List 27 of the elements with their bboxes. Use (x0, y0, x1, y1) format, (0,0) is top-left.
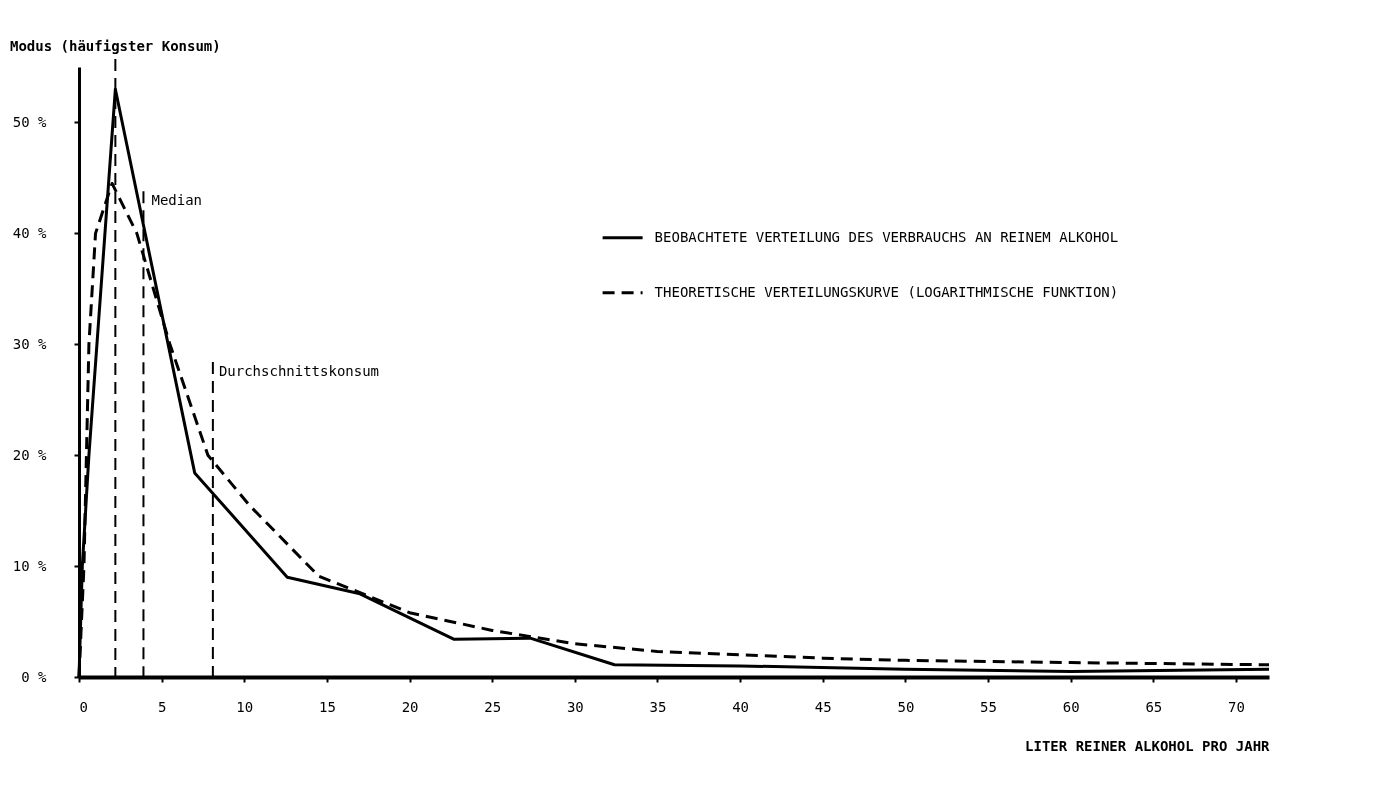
x-tick-label: 55 (980, 698, 997, 715)
x-tick-label: 65 (1145, 698, 1163, 715)
x-tick-label: 50 (897, 698, 915, 715)
x-tick-label: 45 (814, 698, 832, 715)
x-tick-label: 25 (484, 698, 502, 715)
y-tick-label: 20 % (12, 446, 48, 463)
x-axis-title: LITER REINER ALKOHOL PRO JAHR (1025, 737, 1271, 754)
ref-line-label: Median (151, 192, 203, 209)
legend-label: BEOBACHTETE VERTEILUNG DES VERBRAUCHS AN REINEM ALKOHOL (654, 228, 1119, 245)
x-tick-label: 15 (318, 698, 336, 715)
x-tick-label: 5 (157, 698, 167, 715)
x-tick-label: 60 (1062, 698, 1080, 715)
y-tick-label: 50 % (12, 113, 48, 130)
y-tick-label: 10 % (12, 557, 48, 574)
x-tick-label: 0 (79, 698, 88, 715)
x-tick-label: 10 (236, 698, 254, 715)
y-tick-label: 0 % (21, 668, 48, 685)
x-tick-label: 35 (649, 698, 667, 715)
y-tick-label: 40 % (12, 224, 48, 241)
ref-line-label: Durchschnittskonsum (218, 363, 380, 379)
y-tick-label: 30 % (12, 335, 48, 352)
x-tick-label: 20 (401, 698, 419, 715)
x-tick-label: 70 (1228, 698, 1245, 715)
ref-line-label: Modus (häufigster Konsum) (10, 38, 221, 54)
x-tick-label: 40 (732, 698, 750, 715)
x-tick-label: 30 (566, 698, 584, 715)
legend-label: THEORETISCHE VERTEILUNGSKURVE (LOGARITHMISCHE FUNKTION) (654, 283, 1119, 300)
